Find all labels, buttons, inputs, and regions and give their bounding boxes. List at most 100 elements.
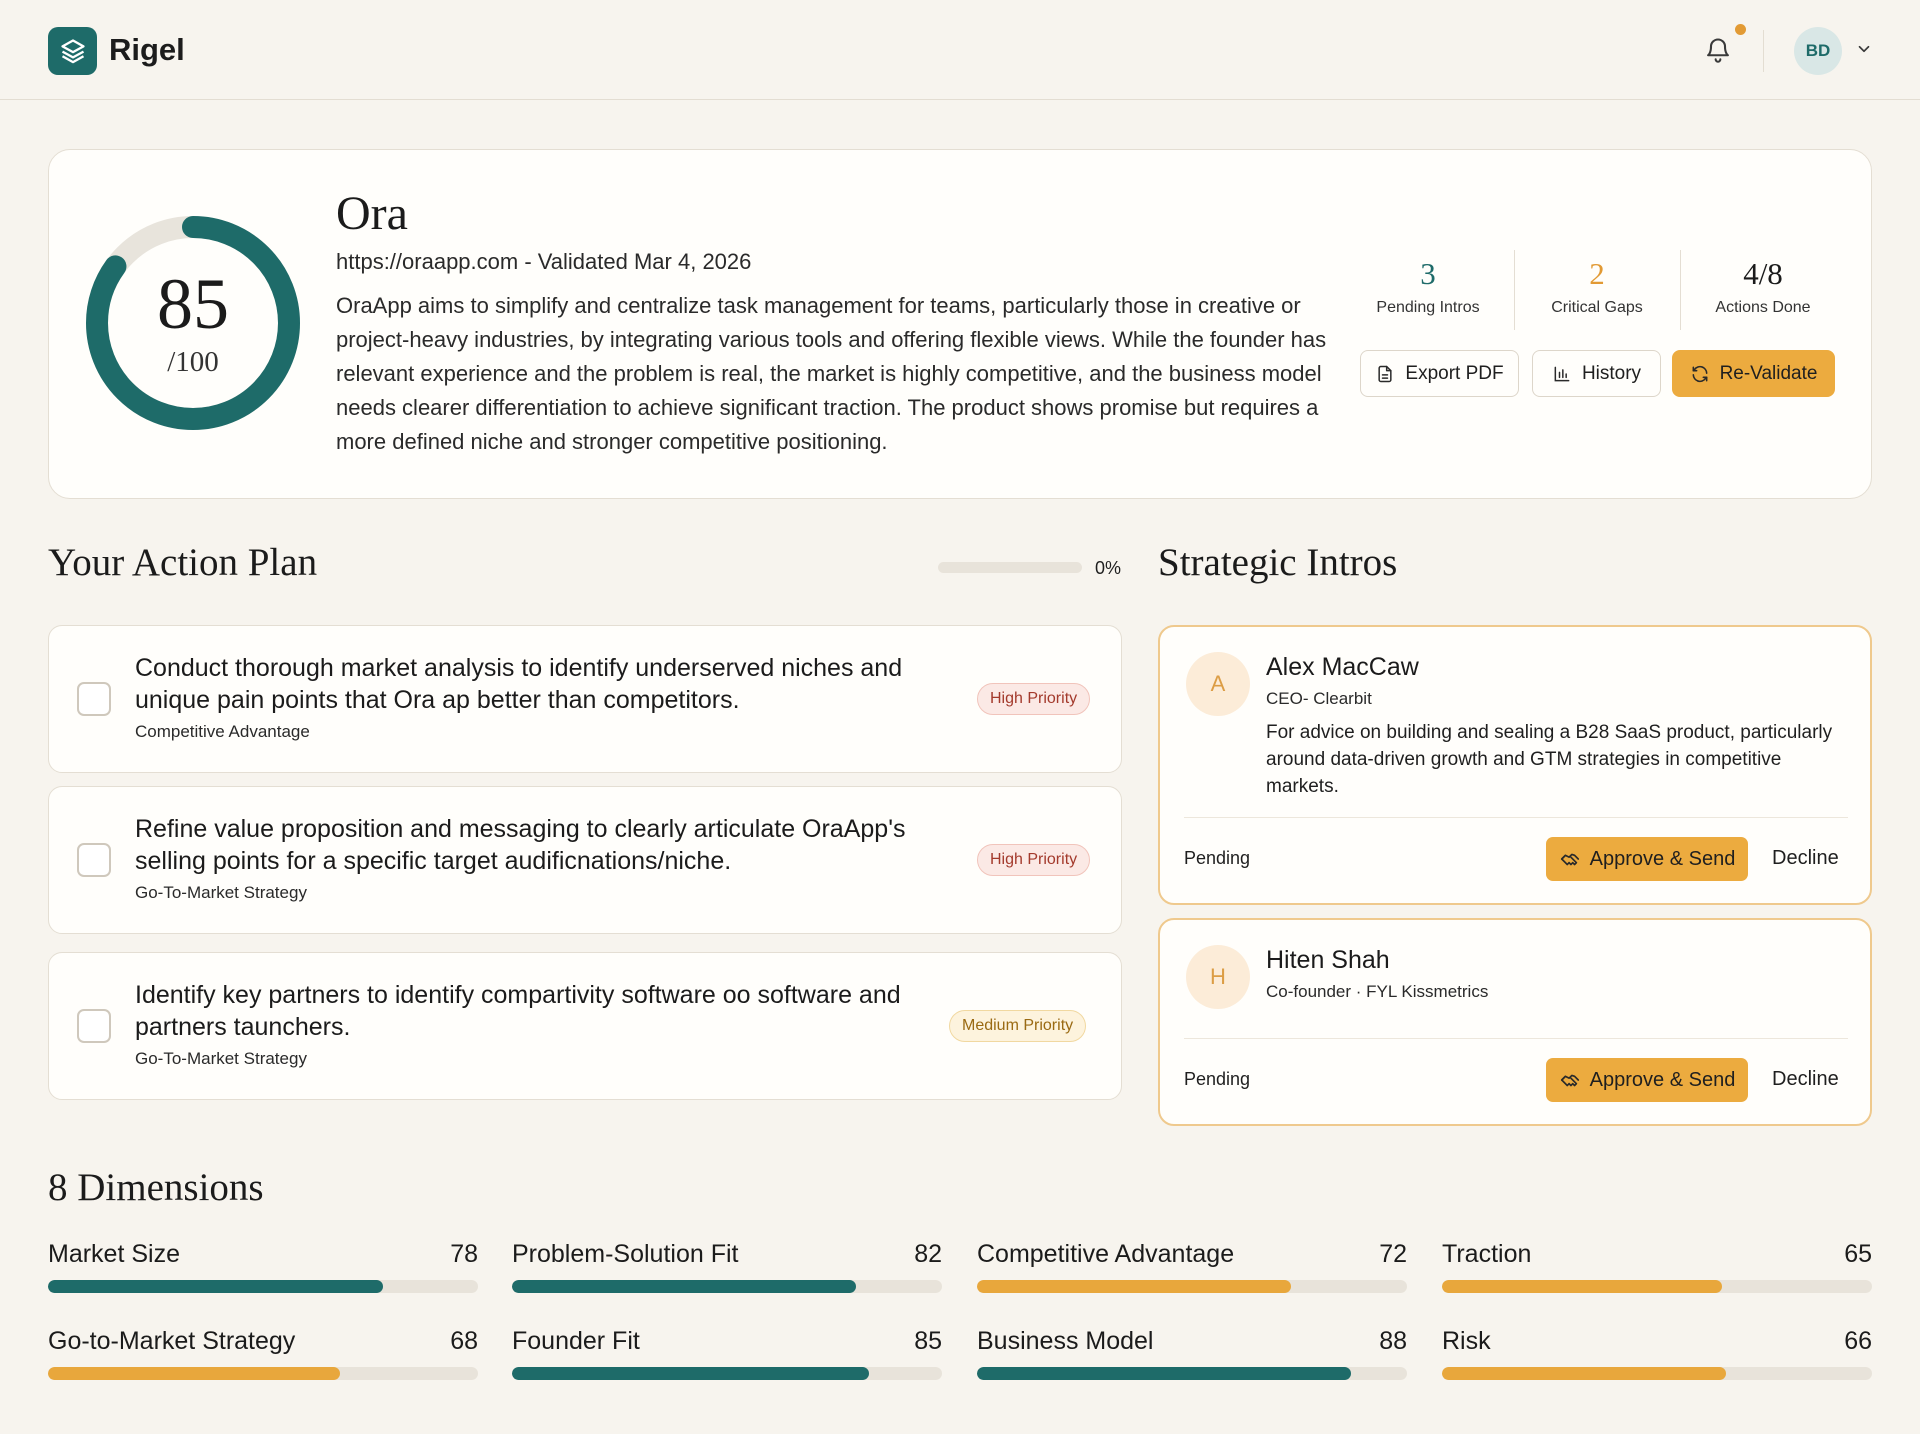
history-button[interactable]: History xyxy=(1532,350,1661,397)
priority-badge: Medium Priority xyxy=(949,1010,1087,1042)
stat-label: Actions Done xyxy=(1715,299,1811,316)
intro-name: Alex MacCaw xyxy=(1266,653,1419,681)
dimension-value: 68 xyxy=(450,1327,478,1355)
dimension-label: Problem-Solution Fit xyxy=(512,1240,739,1268)
intro-avatar: H xyxy=(1186,945,1250,1009)
bell-icon[interactable] xyxy=(1704,36,1732,64)
stat-pending-intros: 3 Pending Intros xyxy=(1370,258,1486,317)
intro-name: Hiten Shah xyxy=(1266,946,1390,974)
dimension-label: Market Size xyxy=(48,1240,180,1268)
dimension-bar-fill xyxy=(977,1367,1352,1380)
intro-note: For advice on building and sealing a B28… xyxy=(1266,722,1833,797)
user-avatar[interactable]: BD xyxy=(1794,27,1842,75)
dimension-label: Go-to-Market Strategy xyxy=(48,1327,296,1355)
action-checkbox[interactable] xyxy=(77,1009,111,1043)
intro-avatar: A xyxy=(1186,652,1250,716)
dimension-bar xyxy=(48,1280,478,1293)
dimension-bar-fill xyxy=(512,1280,856,1293)
score-max: /100 xyxy=(167,346,219,378)
bar-chart-icon xyxy=(1554,366,1570,381)
score-gauge-arc xyxy=(86,216,300,430)
export-pdf-button[interactable]: Export PDF xyxy=(1360,350,1519,397)
stat-value: 4/8 xyxy=(1743,256,1783,291)
divider xyxy=(1514,250,1515,330)
dimension-value: 82 xyxy=(914,1240,942,1268)
chevron-down-icon[interactable] xyxy=(1855,40,1873,58)
dimension-bar-fill xyxy=(977,1280,1291,1293)
export-pdf-label: Export PDF xyxy=(1405,362,1504,384)
action-checkbox[interactable] xyxy=(77,843,111,877)
dimension-value: 65 xyxy=(1844,1240,1872,1268)
dimension-label: Traction xyxy=(1442,1240,1532,1268)
dimension-bar xyxy=(48,1367,478,1380)
stat-value: 3 xyxy=(1420,256,1436,291)
decline-button[interactable]: Decline xyxy=(1772,847,1839,869)
dimension-bar xyxy=(512,1367,942,1380)
dimension-bar xyxy=(977,1367,1407,1380)
dimension-bar-fill xyxy=(48,1280,384,1293)
action-category: Go-To-Market Strategy xyxy=(135,883,307,902)
handshake-icon xyxy=(1560,1074,1579,1087)
dimension-bar xyxy=(1442,1280,1872,1293)
dimension-bar-fill xyxy=(48,1367,341,1380)
logo-icon[interactable] xyxy=(48,27,97,75)
action-plan-progress-label: 0% xyxy=(1095,558,1122,578)
stat-label: Critical Gaps xyxy=(1551,299,1643,316)
dimension-bar xyxy=(1442,1367,1872,1380)
decline-button[interactable]: Decline xyxy=(1772,1068,1839,1090)
action-text: Refine value proposition and messaging t… xyxy=(135,815,906,875)
approve-send-button[interactable]: Approve & Send xyxy=(1546,837,1748,881)
refresh-icon xyxy=(1692,365,1708,382)
dimension-value: 78 xyxy=(450,1240,478,1268)
priority-badge: High Priority xyxy=(977,683,1091,715)
divider xyxy=(1763,30,1764,72)
strategic-intros-title: Strategic Intros xyxy=(1158,541,1398,584)
intro-status: Pending xyxy=(1184,848,1251,868)
action-plan-progress-bar xyxy=(938,562,1082,573)
score-gauge xyxy=(86,216,300,430)
dimension-value: 85 xyxy=(914,1327,942,1355)
action-checkbox[interactable] xyxy=(77,682,111,716)
revalidate-button[interactable]: Re-Validate xyxy=(1672,350,1835,397)
action-text: Identify key partners to identify compar… xyxy=(135,981,901,1041)
approve-send-label: Approve & Send xyxy=(1589,847,1736,870)
handshake-icon xyxy=(1560,853,1579,866)
startup-description: OraApp aims to simplify and centralize t… xyxy=(336,293,1327,454)
dimension-value: 66 xyxy=(1844,1327,1872,1355)
dimension-label: Competitive Advantage xyxy=(977,1240,1235,1268)
stat-critical-gaps: 2 Critical Gaps xyxy=(1542,258,1652,317)
dimension-bar-fill xyxy=(512,1367,869,1380)
dimension-value: 72 xyxy=(1379,1240,1407,1268)
intro-card: H Hiten Shah Co-founder · FYL Kissmetric… xyxy=(1158,918,1872,1126)
history-label: History xyxy=(1581,362,1642,384)
dimension-bar xyxy=(512,1280,942,1293)
action-category: Go-To-Market Strategy xyxy=(135,1049,307,1068)
dimension-bar-fill xyxy=(1442,1367,1726,1380)
approve-send-button[interactable]: Approve & Send xyxy=(1546,1058,1748,1102)
startup-url: https://oraapp.com - Validated Mar 4, 20… xyxy=(336,249,752,274)
action-item: Conduct thorough market analysis to iden… xyxy=(48,625,1122,773)
divider xyxy=(1680,250,1681,330)
dimensions-title: 8 Dimensions xyxy=(48,1166,264,1209)
score-value: 85 xyxy=(157,264,229,344)
divider xyxy=(1184,1038,1848,1039)
top-bar: Rigel BD xyxy=(0,0,1920,100)
action-category: Competitive Advantage xyxy=(135,722,310,741)
dimension-bar-fill xyxy=(1442,1280,1722,1293)
dimension-label: Risk xyxy=(1442,1327,1491,1355)
document-icon xyxy=(1378,365,1392,382)
startup-name: Ora xyxy=(336,187,408,240)
notification-dot xyxy=(1735,24,1746,35)
action-item: Refine value proposition and messaging t… xyxy=(48,786,1122,934)
action-item: Identify key partners to identify compar… xyxy=(48,952,1122,1100)
brand-name: Rigel xyxy=(109,32,185,67)
intro-role: Co-founder · FYL Kissmetrics xyxy=(1266,982,1489,1001)
action-text: Conduct thorough market analysis to iden… xyxy=(135,654,903,714)
revalidate-label: Re-Validate xyxy=(1719,362,1818,384)
action-plan-title: Your Action Plan xyxy=(48,541,318,584)
stat-value: 2 xyxy=(1589,256,1605,291)
dimension-label: Business Model xyxy=(977,1327,1154,1355)
divider xyxy=(1184,817,1848,818)
stat-actions-done: 4/8 Actions Done xyxy=(1708,258,1818,317)
intro-card: A Alex MacCaw CEO- Clearbit For advice o… xyxy=(1158,625,1872,905)
